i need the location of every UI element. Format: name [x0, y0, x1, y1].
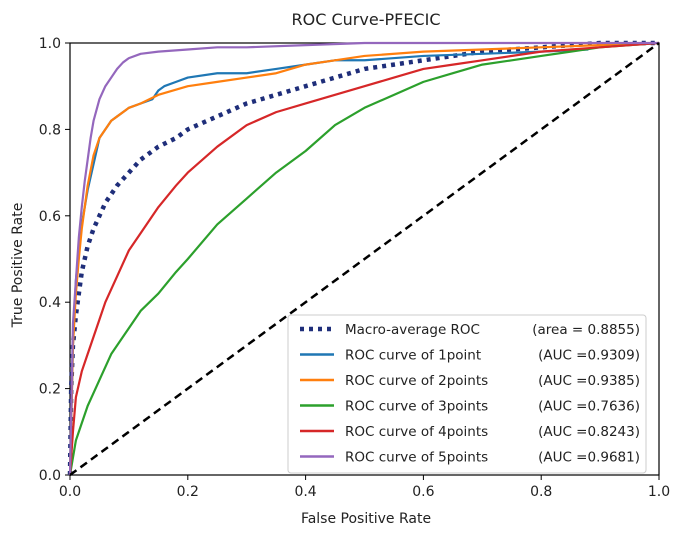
- legend-value: (AUC =0.8243): [538, 424, 640, 440]
- legend-value: (AUC =0.9385): [538, 373, 640, 389]
- legend-label: Macro-average ROC: [345, 322, 480, 338]
- legend-label: ROC curve of 3points: [345, 399, 488, 415]
- legend-box: [287, 314, 647, 474]
- legend-label: ROC curve of 4points: [345, 424, 488, 440]
- y-tick-label: 0.6: [39, 209, 61, 225]
- legend-value: (area = 0.8855): [532, 322, 640, 338]
- x-tick-label: 1.0: [648, 484, 670, 500]
- chart-title: ROC Curve-PFECIC: [292, 10, 441, 29]
- legend-value: (AUC =0.9309): [538, 348, 640, 364]
- x-tick-label: 0.6: [412, 484, 434, 500]
- x-tick-label: 0.0: [59, 484, 81, 500]
- series-line-5point: [68, 41, 659, 476]
- series-line-4point: [68, 41, 660, 476]
- legend-label: ROC curve of 1point: [345, 348, 481, 364]
- y-axis-label: True Positive Rate: [10, 203, 26, 329]
- legend-label: ROC curve of 2points: [345, 373, 488, 389]
- series-line-3point: [68, 41, 660, 476]
- series-line-2point: [68, 41, 660, 476]
- legend-value: (AUC =0.9681): [538, 450, 640, 466]
- x-tick-label: 0.4: [294, 484, 316, 500]
- y-tick-label: 1.0: [39, 36, 61, 52]
- y-tick-label: 0.0: [39, 468, 61, 484]
- legend-label: ROC curve of 5points: [345, 450, 488, 466]
- y-tick-label: 0.2: [39, 382, 61, 398]
- y-tick-label: 0.4: [39, 295, 61, 311]
- legend-value: (AUC =0.7636): [538, 399, 640, 415]
- x-tick-label: 0.2: [177, 484, 199, 500]
- diagonal-chance-line: [69, 41, 660, 477]
- legend: Macro-average ROC (area = 0.8855) ROC curv…: [287, 314, 647, 474]
- x-tick-label: 0.8: [530, 484, 552, 500]
- y-tick-label: 0.8: [39, 122, 61, 138]
- x-axis-label: False Positive Rate: [301, 511, 431, 527]
